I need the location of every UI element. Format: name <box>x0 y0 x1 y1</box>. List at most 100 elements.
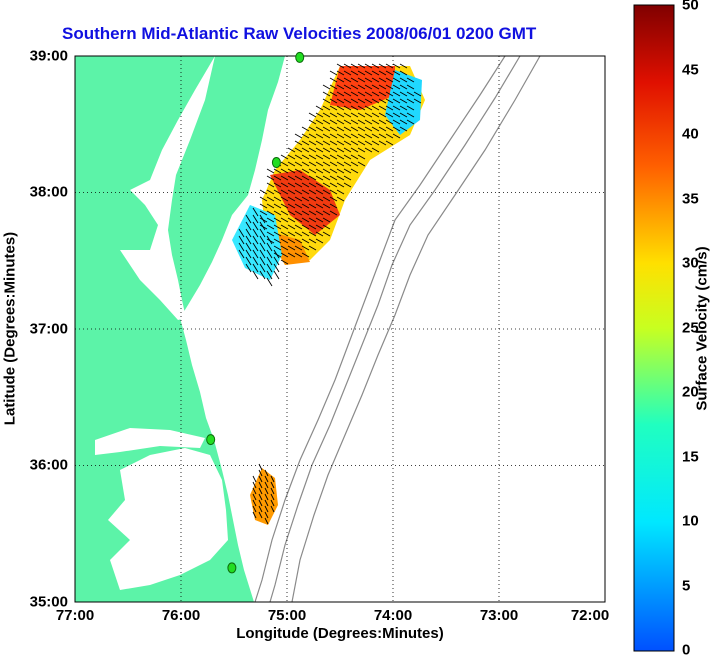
colorbar-tick: 0 <box>682 641 691 659</box>
velocity-arrow <box>350 154 359 160</box>
velocity-arrow <box>264 475 269 483</box>
velocity-arrow <box>378 140 387 146</box>
velocity-arrow <box>294 175 303 181</box>
velocity-arrow <box>259 203 268 209</box>
velocity-arrow <box>301 154 310 160</box>
velocity-arrow <box>364 147 373 153</box>
velocity-arrow <box>399 91 408 97</box>
velocity-arrow <box>301 175 310 181</box>
x-tick-label: 76:00 <box>161 607 201 624</box>
velocity-arrow <box>252 511 257 519</box>
colorbar-tick: 45 <box>682 61 699 79</box>
velocity-arrow <box>266 263 273 273</box>
velocity-arrow <box>315 231 324 237</box>
velocity-arrow <box>266 231 275 237</box>
velocity-arrow <box>357 84 366 90</box>
velocity-arrow <box>392 126 401 132</box>
velocity-arrow <box>364 77 373 83</box>
velocity-arrow <box>308 189 317 195</box>
velocity-arrow <box>287 203 296 209</box>
velocity-arrow <box>252 505 257 513</box>
velocity-arrow <box>294 133 303 139</box>
velocity-arrow <box>329 84 338 90</box>
velocity-arrow <box>294 140 303 146</box>
velocity-arrow <box>336 147 345 153</box>
velocity-arrow <box>308 245 317 251</box>
velocity-arrow <box>273 256 280 266</box>
velocity-arrow <box>399 98 408 104</box>
velocity-arrow <box>308 196 317 202</box>
velocity-arrow <box>329 140 338 146</box>
velocity-arrow <box>245 263 252 273</box>
velocity-arrow <box>259 210 268 216</box>
velocity-arrow <box>378 105 387 111</box>
velocity-arrow <box>264 487 269 495</box>
station-marker <box>295 51 305 63</box>
velocity-arrow <box>280 175 289 181</box>
velocity-arrow <box>322 210 331 216</box>
velocity-arrow <box>329 112 338 118</box>
velocity-arrow <box>273 224 282 230</box>
velocity-arrow <box>266 189 275 195</box>
velocity-arrow <box>357 119 366 125</box>
velocity-arrow <box>287 224 296 230</box>
velocity-arrow <box>399 126 408 132</box>
velocity-arrow <box>357 98 366 104</box>
velocity-arrow <box>371 140 380 146</box>
velocity-arrow <box>252 235 259 245</box>
velocity-arrow <box>258 499 263 507</box>
velocity-arrow <box>371 77 380 83</box>
velocity-arrow <box>336 63 345 69</box>
velocity-arrow <box>252 499 257 507</box>
velocity-arrow <box>322 196 331 202</box>
velocity-arrow <box>266 224 275 230</box>
velocity-arrow <box>294 224 303 230</box>
velocity-arrow <box>357 105 366 111</box>
velocity-arrow <box>329 203 338 209</box>
velocity-arrow <box>264 511 269 519</box>
velocity-arrow <box>287 189 296 195</box>
velocity-arrow <box>322 231 331 237</box>
y-tick-label: 37:00 <box>29 320 68 338</box>
velocity-arrow <box>258 487 263 495</box>
velocity-arrow <box>364 105 373 111</box>
velocity-arrow <box>264 493 269 501</box>
velocity-arrow <box>308 112 317 118</box>
velocity-arrow <box>315 217 324 223</box>
velocity-arrow <box>308 210 317 216</box>
velocity-arrow <box>252 207 259 217</box>
velocity-arrow <box>308 182 317 188</box>
velocity-arrow <box>301 217 310 223</box>
velocity-arrow <box>280 168 289 174</box>
velocity-arrow <box>343 105 352 111</box>
velocity-arrow <box>336 182 345 188</box>
velocity-arrow <box>392 91 401 97</box>
velocity-arrow <box>385 112 394 118</box>
velocity-arrow <box>301 245 310 251</box>
velocity-arrow <box>315 175 324 181</box>
velocity-arrow <box>399 105 408 111</box>
velocity-arrow <box>315 161 324 167</box>
velocity-arrow <box>378 91 387 97</box>
velocity-arrow <box>350 126 359 132</box>
velocity-arrow <box>329 77 338 83</box>
velocity-arrow <box>406 84 415 90</box>
velocity-arrow <box>264 499 269 507</box>
velocity-arrow <box>259 242 266 252</box>
velocity-arrow <box>294 231 303 237</box>
velocity-arrow <box>357 154 366 160</box>
velocity-arrow <box>264 517 269 525</box>
velocity-arrow <box>343 112 352 118</box>
velocity-arrow <box>266 249 273 259</box>
velocity-arrow <box>357 112 366 118</box>
velocity-arrow <box>385 119 394 125</box>
velocity-arrow <box>294 196 303 202</box>
velocity-arrow <box>252 475 257 483</box>
velocity-arrow <box>273 270 280 280</box>
velocity-arrow <box>406 77 415 83</box>
colorbar-tick: 5 <box>682 577 691 595</box>
station-markers <box>206 51 305 574</box>
velocity-arrow <box>266 203 275 209</box>
velocity-arrow <box>315 196 324 202</box>
